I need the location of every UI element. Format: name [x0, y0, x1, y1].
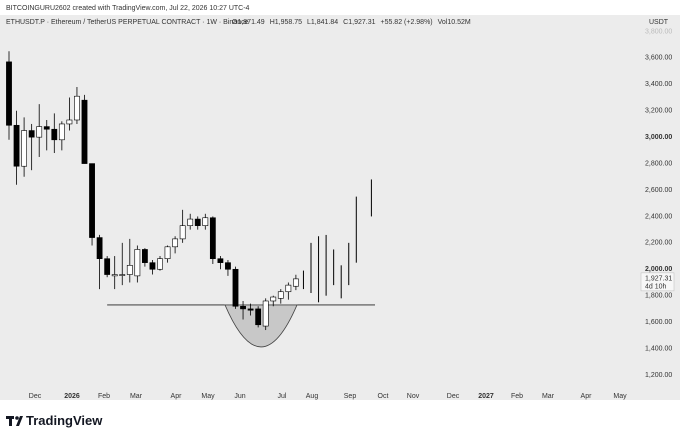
y-tick-label: 3,600.00 — [645, 55, 672, 62]
y-tick-label: 3,200.00 — [645, 108, 672, 115]
candle-body — [43, 126, 50, 130]
candle-body — [21, 130, 27, 167]
x-tick-label: Dec — [447, 393, 460, 400]
candle-body — [255, 308, 262, 326]
candle-body — [247, 308, 254, 311]
currency: USDT — [649, 19, 669, 26]
ohlc-value: O1,871.49 — [232, 19, 265, 26]
x-tick-label: 2026 — [64, 393, 80, 400]
candle-body — [285, 284, 292, 293]
x-tick-label: Feb — [511, 393, 523, 400]
x-tick-label: Jul — [278, 393, 287, 400]
candle-body — [179, 225, 186, 240]
y-tick-label: 1,600.00 — [645, 319, 672, 326]
candle-body — [58, 123, 65, 141]
candle-body — [28, 130, 35, 138]
candle-body — [134, 249, 141, 277]
y-tick-label: 2,200.00 — [645, 240, 672, 247]
y-tick-label: 1,800.00 — [645, 293, 672, 300]
candle-body — [164, 246, 171, 260]
last-price-label: 1,927.31 — [645, 276, 672, 283]
credit-bar — [0, 0, 680, 15]
candle-body — [277, 291, 284, 299]
candle-body — [104, 258, 111, 275]
candle-body — [142, 249, 148, 263]
x-tick-label: Aug — [306, 393, 319, 400]
candle-body — [89, 163, 95, 238]
candle-body — [225, 262, 231, 270]
candle-body — [209, 217, 216, 260]
x-tick-label: May — [201, 393, 215, 400]
candle-body — [157, 258, 163, 270]
y-tick-label: 2,800.00 — [645, 160, 672, 167]
candle-body — [270, 296, 277, 302]
candle-body — [126, 265, 133, 275]
candle-body — [96, 237, 103, 260]
y-tick-label: 3,400.00 — [645, 81, 672, 88]
countdown: 4d 10h — [645, 284, 667, 291]
y-tick-label: 3,000.00 — [645, 134, 672, 141]
candle-body — [262, 300, 269, 327]
y-tick-label: 1,200.00 — [645, 372, 672, 379]
x-tick-label: 2027 — [478, 393, 494, 400]
candle-body — [149, 262, 156, 270]
x-tick-label: Oct — [378, 393, 389, 400]
candle-body — [232, 268, 239, 307]
brand: TradingView — [26, 413, 103, 428]
candle-body — [36, 126, 43, 138]
candle-body — [217, 258, 224, 263]
credit: BITCOINGURU2602 created with TradingView… — [6, 5, 250, 12]
logo-slash — [16, 416, 23, 426]
symbol: ETHUSDT.P · Ethereum / TetherUS PERPETUA… — [6, 19, 249, 26]
y-tick-label: 1,400.00 — [645, 345, 672, 352]
last-price-tag — [640, 272, 675, 292]
candle-body — [119, 274, 126, 276]
x-tick-label: Mar — [130, 393, 143, 400]
candle-body — [13, 124, 20, 167]
candle-body — [194, 218, 201, 226]
x-tick-label: Feb — [98, 393, 110, 400]
x-tick-label: Jun — [234, 393, 245, 400]
candle-body — [187, 218, 194, 226]
brand-logo — [6, 416, 23, 426]
ohlc-value: C1,927.31 — [343, 19, 375, 26]
candle-body — [51, 128, 58, 141]
logo-dot — [15, 416, 19, 420]
chart-background — [0, 0, 680, 400]
ohlc-value: H1,958.75 — [270, 19, 302, 26]
candle-body — [202, 217, 209, 226]
candle-body — [81, 99, 88, 164]
y-tick-label: 2,000.00 — [645, 266, 672, 273]
candle-body — [292, 278, 299, 287]
x-tick-label: May — [613, 393, 627, 400]
ohlc-value: +55.82 (+2.98%) — [380, 19, 432, 26]
y-tick-label: 2,600.00 — [645, 187, 672, 194]
candle-body — [74, 95, 80, 121]
footer — [0, 400, 680, 437]
x-tick-label: Apr — [581, 393, 593, 400]
candle-body — [111, 274, 118, 277]
x-tick-label: Mar — [542, 393, 555, 400]
candle-body — [240, 305, 246, 310]
x-tick-label: Apr — [171, 393, 183, 400]
y-tick-label: 2,400.00 — [645, 213, 672, 220]
logo-stem — [9, 416, 12, 426]
x-tick-label: Nov — [407, 393, 420, 400]
y-tick-label: 3,800.00 — [645, 28, 672, 35]
x-tick-label: Dec — [29, 393, 42, 400]
x-tick-label: Sep — [344, 393, 357, 400]
candle-body — [6, 61, 12, 126]
ohlc-value: L1,841.84 — [307, 19, 338, 26]
candle-body — [172, 238, 178, 248]
candle-body — [66, 119, 73, 125]
ohlc-value: Vol10.52M — [438, 19, 471, 26]
